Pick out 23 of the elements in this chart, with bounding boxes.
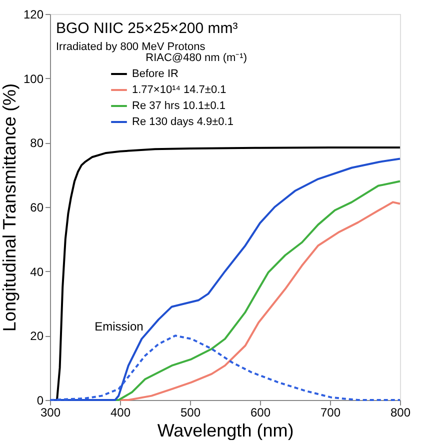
x-tick-label: 300 bbox=[40, 406, 61, 420]
y-tick-label: 80 bbox=[30, 136, 44, 150]
text: Irradiated by 800 MeV Protons bbox=[56, 41, 206, 53]
x-tick-label: 600 bbox=[250, 406, 271, 420]
y-tick-label: 120 bbox=[23, 8, 44, 22]
x-tick-label: 700 bbox=[320, 406, 341, 420]
x-tick-label: 800 bbox=[390, 406, 411, 420]
y-tick-label: 20 bbox=[30, 329, 44, 344]
chart-title: BGO NIIC 25×25×200 mm³ bbox=[56, 20, 238, 37]
x-tick-label: 400 bbox=[110, 406, 131, 420]
annotation: Emission bbox=[94, 320, 144, 334]
legend-label: Re 130 days 4.9±0.1 bbox=[132, 116, 234, 128]
legend-label: Re 37 hrs 10.1±0.1 bbox=[132, 100, 226, 112]
legend-label: 1.77×10¹⁴ 14.7±0.1 bbox=[132, 84, 226, 96]
x-tick-label: 500 bbox=[180, 406, 201, 420]
y-tick-label: 60 bbox=[30, 200, 44, 214]
y-axis-title: Longitudinal Transmittance (%) bbox=[0, 83, 20, 332]
y-tick-label: 100 bbox=[23, 72, 44, 86]
legend-title: RIAC@480 nm (m⁻¹) bbox=[146, 52, 247, 64]
x-axis-title: Wavelength (nm) bbox=[157, 420, 294, 440]
legend-label: Before IR bbox=[132, 68, 179, 80]
y-tick-label: 0 bbox=[36, 394, 44, 408]
y-tick-label: 40 bbox=[30, 264, 44, 279]
